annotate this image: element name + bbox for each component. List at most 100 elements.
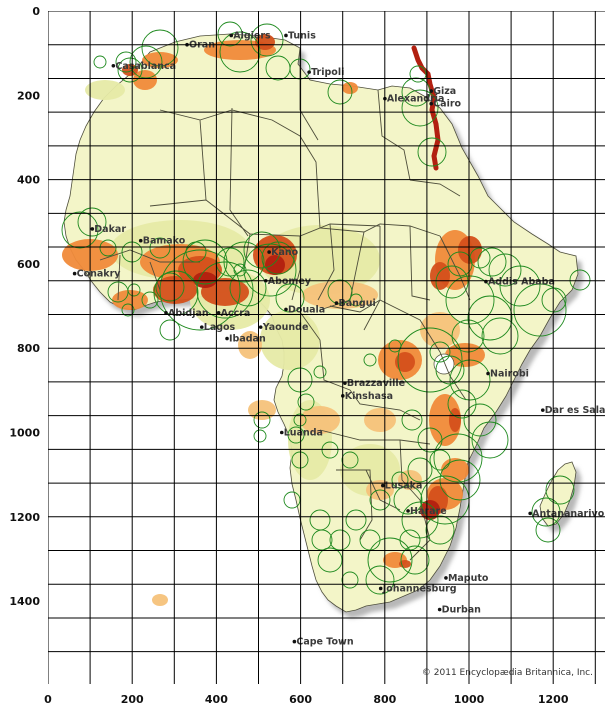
city-circle [433,433,483,483]
city-label: Dar es Salaam [545,405,612,416]
density-patch [429,394,461,446]
city-circle [388,339,402,353]
city-circle [287,426,305,444]
city-label: Alexandria [387,94,445,105]
city-circle [449,359,491,401]
country-border [399,439,421,501]
city-circle [425,515,455,545]
city-circle [417,137,447,167]
x-tick-label: 800 [373,693,396,706]
city-marker [267,250,271,254]
city-circle [429,341,451,363]
city-circle [121,303,135,317]
city-circle [365,565,395,595]
country-border [317,195,441,237]
city-circle [429,449,451,471]
country-border [409,179,461,197]
city-label: Nairobi [490,368,529,379]
density-patch [265,255,285,275]
city-circle [115,51,137,73]
city-marker [279,430,284,435]
city-circle [467,295,513,341]
city-circle [250,23,284,57]
city-label: Tunis [288,30,316,41]
city-circle [317,547,343,573]
city-marker [111,63,116,68]
city-label: Algiers [233,30,271,41]
city-marker [284,33,288,38]
y-axis-ticks: 0 200 400 600 800 1000 1200 1400 [9,5,40,608]
city-circle [481,317,519,355]
grid-lines [48,11,605,684]
city-label: Antananarivo [532,508,605,519]
city-circle [349,293,363,307]
country-border [117,254,121,301]
city-label: Cape Town [296,637,353,648]
country-border [99,249,200,263]
city-circle [309,509,331,531]
density-patch [458,236,482,264]
city-label: Casablanca [115,61,176,72]
city-circle [141,291,159,309]
city-label: Conakry [77,269,122,280]
city-circle [141,29,179,67]
city-circle [61,211,99,249]
city-circle [531,497,561,527]
city-circle [229,269,267,307]
x-tick-label: 400 [205,693,228,706]
city-circle [439,459,481,501]
city-circle [283,491,301,509]
city-marker [138,238,143,243]
y-tick-label: 800 [17,342,40,355]
city-circle [93,55,107,69]
city-marker [292,639,297,644]
density-patch [420,500,440,520]
density-patch [152,594,168,606]
density-patch [255,34,275,50]
city-marker [258,325,263,329]
country-border [159,109,207,201]
city-circle [401,409,423,431]
city-label: Bangui [338,298,375,309]
city-circle [217,21,243,47]
y-tick-label: 200 [17,89,40,102]
city-marker [381,483,385,488]
city-label: Giza [433,86,456,97]
city-label: Douala [288,304,325,315]
country-border [149,199,381,237]
density-patch [420,312,460,348]
city-circle [159,319,181,341]
city-circle [243,243,297,297]
city-marker [284,307,288,312]
city-circle [488,253,522,287]
city-marker [528,511,532,516]
city-label: Brazzaville [347,378,405,389]
city-marker [90,227,95,231]
city-marker [378,586,383,591]
city-circle [253,429,267,443]
city-circle [321,441,339,459]
city-circle [445,275,495,325]
x-axis-ticks: 0 200 400 600 800 1000 1200 [44,693,569,706]
city-circle [297,393,315,411]
city-circle [291,451,309,469]
city-circle [155,272,185,302]
city-circle [182,239,228,285]
city-circle [401,89,439,127]
city-marker [225,336,229,341]
city-circle [253,411,271,429]
city-marker [486,371,490,376]
country-border [299,311,351,391]
city-circle [400,545,430,575]
city-circle [545,475,575,505]
city-circle [159,249,241,331]
city-circle [435,265,469,299]
city-marker [540,408,545,412]
density-patch [449,408,461,432]
city-circle [359,529,381,551]
city-circle [407,457,433,483]
city-circle [535,517,561,543]
city-circle [275,283,305,313]
country-border [319,429,431,445]
city-circle [243,231,281,269]
